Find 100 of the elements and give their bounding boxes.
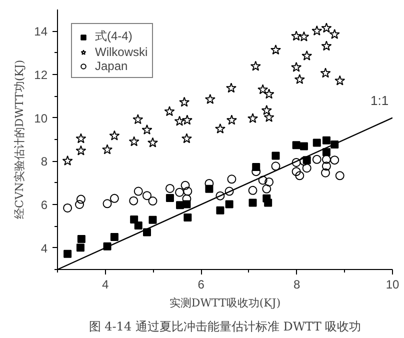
point: [300, 142, 308, 150]
point: [216, 206, 224, 214]
point: [165, 184, 174, 193]
y-tick-label: 8: [40, 154, 48, 169]
point: [271, 162, 280, 171]
point: [258, 176, 268, 185]
point: [130, 215, 138, 224]
point: [291, 62, 302, 72]
point: [262, 184, 272, 194]
point: [302, 50, 312, 60]
point: [129, 196, 138, 206]
legend-label: Japan: [95, 59, 128, 73]
x-axis-title: 实测DWTT吸收功(KJ): [169, 296, 281, 310]
point: [216, 191, 225, 200]
point: [330, 156, 340, 165]
x-tick-label: 10: [386, 278, 400, 292]
point: [180, 180, 190, 190]
point: [329, 28, 340, 39]
point: [334, 75, 346, 86]
y-tick-label: 4: [40, 241, 48, 256]
point: [214, 123, 226, 134]
point: [226, 82, 236, 93]
point: [292, 167, 301, 176]
point: [110, 194, 119, 203]
point: [272, 152, 280, 160]
point: [312, 154, 322, 164]
point: [264, 177, 274, 186]
x-tick-label: 4: [102, 278, 110, 292]
point: [77, 234, 86, 243]
point: [134, 186, 143, 196]
point: [320, 68, 331, 78]
point: [142, 191, 152, 200]
point: [147, 137, 158, 148]
point: [248, 186, 258, 195]
point: [322, 162, 331, 171]
point: [181, 133, 192, 144]
caption: 图 4-14 通过夏比冲击能量估计标准 DWTT 吸收功: [88, 320, 362, 334]
point: [312, 25, 322, 36]
point: [148, 216, 157, 224]
point: [76, 244, 84, 252]
point: [302, 164, 312, 173]
point: [76, 133, 86, 144]
point: [134, 222, 142, 230]
point: [225, 200, 234, 208]
point: [76, 194, 86, 204]
point: [294, 74, 305, 84]
point: [321, 22, 332, 33]
y-tick-label: 12: [34, 68, 48, 82]
point: [76, 145, 86, 156]
point: [62, 155, 73, 166]
point: [110, 233, 118, 241]
point: [295, 171, 304, 180]
point: [321, 168, 330, 178]
point: [312, 138, 321, 147]
point: [322, 136, 330, 144]
point: [258, 84, 268, 94]
x-tick-label: 6: [198, 278, 205, 292]
point: [179, 96, 190, 107]
y-tick-label: 6: [40, 198, 48, 212]
point: [291, 30, 302, 41]
point: [248, 198, 257, 207]
point: [102, 144, 113, 154]
point: [75, 200, 84, 209]
x-tick-label: 8: [293, 278, 300, 292]
point: [132, 114, 144, 124]
point: [109, 130, 120, 140]
point: [335, 171, 344, 180]
point: [183, 186, 192, 196]
point: [148, 196, 158, 206]
point: [175, 188, 184, 197]
point: [166, 194, 174, 202]
y-tick-label: 14: [34, 24, 48, 39]
point: [184, 214, 192, 222]
point: [262, 194, 271, 202]
y-axis-title: 经CVN实验估计的DWTT功(KJ): [13, 60, 26, 220]
point: [226, 114, 237, 125]
point: [204, 94, 216, 104]
point: [142, 124, 152, 135]
point: [164, 106, 175, 116]
series-label: 1:1: [370, 92, 389, 108]
point: [248, 112, 258, 124]
point: [102, 199, 112, 208]
point: [292, 141, 300, 150]
point: [227, 174, 236, 184]
point: [182, 114, 192, 125]
point: [298, 31, 310, 42]
point: [264, 88, 274, 99]
y-tick-label: 10: [34, 111, 48, 126]
point: [64, 250, 72, 258]
point: [250, 60, 261, 71]
legend-label: Wilkowski: [95, 45, 148, 59]
legend-label: 式(4-4): [95, 28, 132, 45]
point: [261, 104, 272, 116]
point: [128, 136, 140, 146]
point: [174, 116, 185, 126]
point: [292, 158, 301, 167]
point: [63, 203, 72, 212]
point: [264, 112, 274, 122]
point: [270, 44, 281, 55]
point: [224, 186, 234, 196]
